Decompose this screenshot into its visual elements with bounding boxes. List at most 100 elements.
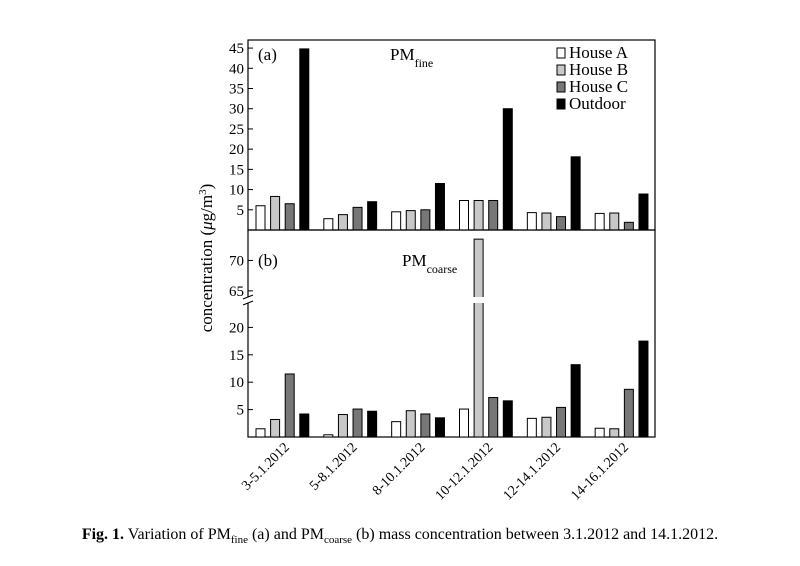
legend-label-outdoor: Outdoor bbox=[569, 94, 626, 113]
panel-b-bar-house-a-8-10-1-2012 bbox=[391, 421, 402, 438]
legend-swatch-house-c bbox=[556, 81, 566, 93]
panel-a-bar-house-b-10-12-1-2012 bbox=[473, 199, 484, 231]
legend-label-house-b: House B bbox=[569, 60, 628, 79]
panel-a-y-tick-label: 10 bbox=[229, 183, 244, 199]
x-tick-label-8-10-1-2012: 8-10.1.2012 bbox=[370, 440, 428, 498]
panel-b-bar-outdoor-3-5-1-2012 bbox=[299, 413, 310, 438]
x-tick-label-10-12-1-2012: 10-12.1.2012 bbox=[433, 440, 496, 503]
panel-a-bar-house-a-14-16-1-2012 bbox=[594, 212, 605, 231]
panel-b-bar-house-b-8-10-1-2012 bbox=[405, 410, 416, 438]
panel-b-bar-break-gap bbox=[473, 297, 485, 303]
x-tick-label-3-5-1-2012: 3-5.1.2012 bbox=[239, 440, 293, 494]
panel-a-bar-house-c-8-10-1-2012 bbox=[420, 209, 431, 231]
panel-a-title: PMfine bbox=[390, 45, 433, 70]
panel-a-y-tick-label: 25 bbox=[229, 122, 244, 138]
x-tick-label-5-8-1-2012: 5-8.1.2012 bbox=[307, 440, 361, 494]
axis-break-gap bbox=[245, 297, 251, 303]
panel-b-bar-house-b-14-16-1-2012 bbox=[609, 428, 620, 438]
axis-break-slash-upper bbox=[242, 294, 254, 300]
panel-a-bar-house-c-14-16-1-2012 bbox=[623, 221, 634, 231]
panel-a-y-ticks: 5 10 15 20 25 30 35 40 45 bbox=[229, 41, 253, 219]
caption-sub-2: coarse bbox=[323, 534, 353, 547]
panel-b-bar-outdoor-14-16-1-2012 bbox=[638, 340, 649, 438]
panel-a-bar-house-b-3-5-1-2012 bbox=[270, 195, 281, 231]
panel-b-bar-house-c-8-10-1-2012 bbox=[420, 413, 431, 438]
legend-swatch-house-b bbox=[556, 64, 566, 76]
panel-a-bar-house-a-3-5-1-2012 bbox=[255, 205, 266, 231]
panel-b-y-tick-label: 65 bbox=[229, 284, 244, 300]
panel-a-y-tick-label: 40 bbox=[229, 61, 244, 77]
panel-a-bar-house-b-8-10-1-2012 bbox=[405, 210, 416, 231]
panel-a-bar-outdoor-10-12-1-2012 bbox=[502, 108, 513, 231]
axis-break-mark bbox=[242, 294, 254, 306]
panel-b-bar-outdoor-8-10-1-2012 bbox=[434, 417, 445, 438]
panel-a-y-tick-label: 30 bbox=[229, 102, 244, 118]
panel-a-y-tick-label: 35 bbox=[229, 82, 244, 98]
panel-a-bar-outdoor-14-16-1-2012 bbox=[638, 193, 649, 231]
panel-b-bar-house-c-14-16-1-2012 bbox=[623, 388, 634, 438]
legend-swatch-outdoor bbox=[556, 98, 566, 110]
panel-b-bar-house-b-3-5-1-2012 bbox=[270, 418, 281, 438]
panel-b-bar-house-a-14-16-1-2012 bbox=[594, 427, 605, 438]
legend-swatch-house-a bbox=[556, 47, 566, 59]
x-tick-label-14-16-1-2012: 14-16.1.2012 bbox=[569, 440, 632, 503]
x-tick-label-12-14-1-2012: 12-14.1.2012 bbox=[501, 440, 564, 503]
caption-text-3: (b) mass concentration between 3.1.2012 … bbox=[352, 526, 719, 543]
panel-a-bar-house-b-12-14-1-2012 bbox=[541, 212, 552, 231]
panel-a-bar-house-b-5-8-1-2012 bbox=[337, 214, 348, 231]
panel-b-bar-house-b-10-12-1-2012 bbox=[473, 238, 484, 438]
panel-b-bar-house-c-10-12-1-2012 bbox=[488, 397, 499, 438]
panel-a-bar-outdoor-8-10-1-2012 bbox=[434, 183, 445, 231]
panel-b-y-tick-label: 15 bbox=[229, 348, 244, 364]
panel-a-bar-house-c-12-14-1-2012 bbox=[556, 216, 567, 231]
panel-b-y-ticks: 5 10 15 20 65 70 bbox=[229, 253, 253, 419]
panel-a-bar-house-b-14-16-1-2012 bbox=[609, 212, 620, 231]
panel-b-title: PMcoarse bbox=[402, 251, 457, 276]
panel-b-bar-house-c-5-8-1-2012 bbox=[352, 408, 363, 438]
panel-b-bar-house-b-12-14-1-2012 bbox=[541, 416, 552, 438]
panel-b-bar-outdoor-12-14-1-2012 bbox=[570, 364, 581, 438]
panel-a-bar-house-a-8-10-1-2012 bbox=[391, 211, 402, 231]
panel-a-y-tick-label: 45 bbox=[229, 41, 244, 57]
x-axis-labels: 3-5.1.2012 5-8.1.2012 8-10.1.2012 10-12.1.2… bbox=[239, 440, 632, 503]
panel-b-label: (b) bbox=[258, 251, 278, 270]
figure-caption: Fig. 1. Variation of PMfine (a) and PMco… bbox=[0, 526, 800, 546]
panel-a-bar-house-c-3-5-1-2012 bbox=[284, 203, 295, 231]
panel-b-bar-house-c-3-5-1-2012 bbox=[284, 373, 295, 438]
caption-text-1: Variation of PM bbox=[124, 526, 231, 543]
panel-b-bar-outdoor-10-12-1-2012 bbox=[502, 400, 513, 438]
panel-b-bar-house-b-5-8-1-2012 bbox=[337, 414, 348, 438]
legend-label-house-a: House A bbox=[569, 43, 629, 62]
panel-a-bar-house-c-10-12-1-2012 bbox=[488, 199, 499, 231]
panel-a-label: (a) bbox=[258, 45, 277, 64]
panel-b-bars bbox=[255, 238, 649, 438]
panel-b-bar-outdoor-5-8-1-2012 bbox=[367, 410, 378, 438]
panel-b-coarse: 5 10 15 20 65 70 (b) PMcoarse bbox=[229, 229, 656, 438]
panel-b-y-tick-label: 5 bbox=[237, 403, 245, 419]
panel-a-bar-house-a-10-12-1-2012 bbox=[459, 199, 469, 231]
panel-a-bar-house-c-5-8-1-2012 bbox=[352, 206, 363, 231]
caption-text-2: (a) and PM bbox=[247, 526, 324, 543]
axis-break-slash-lower bbox=[242, 300, 254, 306]
panel-b-y-tick-label: 70 bbox=[229, 253, 244, 269]
panel-b-y-tick-label: 10 bbox=[229, 375, 244, 391]
legend-label-house-c: House C bbox=[569, 77, 628, 96]
caption-fig-number: Fig. 1. bbox=[81, 526, 125, 543]
panel-b-y-tick-label: 20 bbox=[229, 320, 244, 336]
panel-b-bar-house-a-5-8-1-2012 bbox=[323, 434, 334, 438]
panel-b-bar-house-a-3-5-1-2012 bbox=[255, 428, 266, 438]
panel-b-bar-house-c-12-14-1-2012 bbox=[556, 406, 567, 438]
y-axis-label: concentration (μg/m3) bbox=[197, 184, 216, 333]
figure: concentration (μg/m3) 51015202530354045 … bbox=[197, 39, 656, 504]
panel-a-y-tick-label: 5 bbox=[237, 203, 245, 219]
panel-a-y-tick-label: 15 bbox=[229, 162, 244, 178]
panel-a-bar-outdoor-5-8-1-2012 bbox=[367, 201, 378, 231]
panel-a-bar-house-a-5-8-1-2012 bbox=[323, 218, 334, 231]
panel-a-bar-house-a-12-14-1-2012 bbox=[526, 212, 537, 231]
panel-a-bar-outdoor-3-5-1-2012 bbox=[299, 48, 310, 231]
caption-sub-1: fine bbox=[230, 534, 248, 547]
panel-a-y-tick-label: 20 bbox=[229, 142, 244, 158]
panel-b-bar-house-a-12-14-1-2012 bbox=[526, 417, 537, 438]
